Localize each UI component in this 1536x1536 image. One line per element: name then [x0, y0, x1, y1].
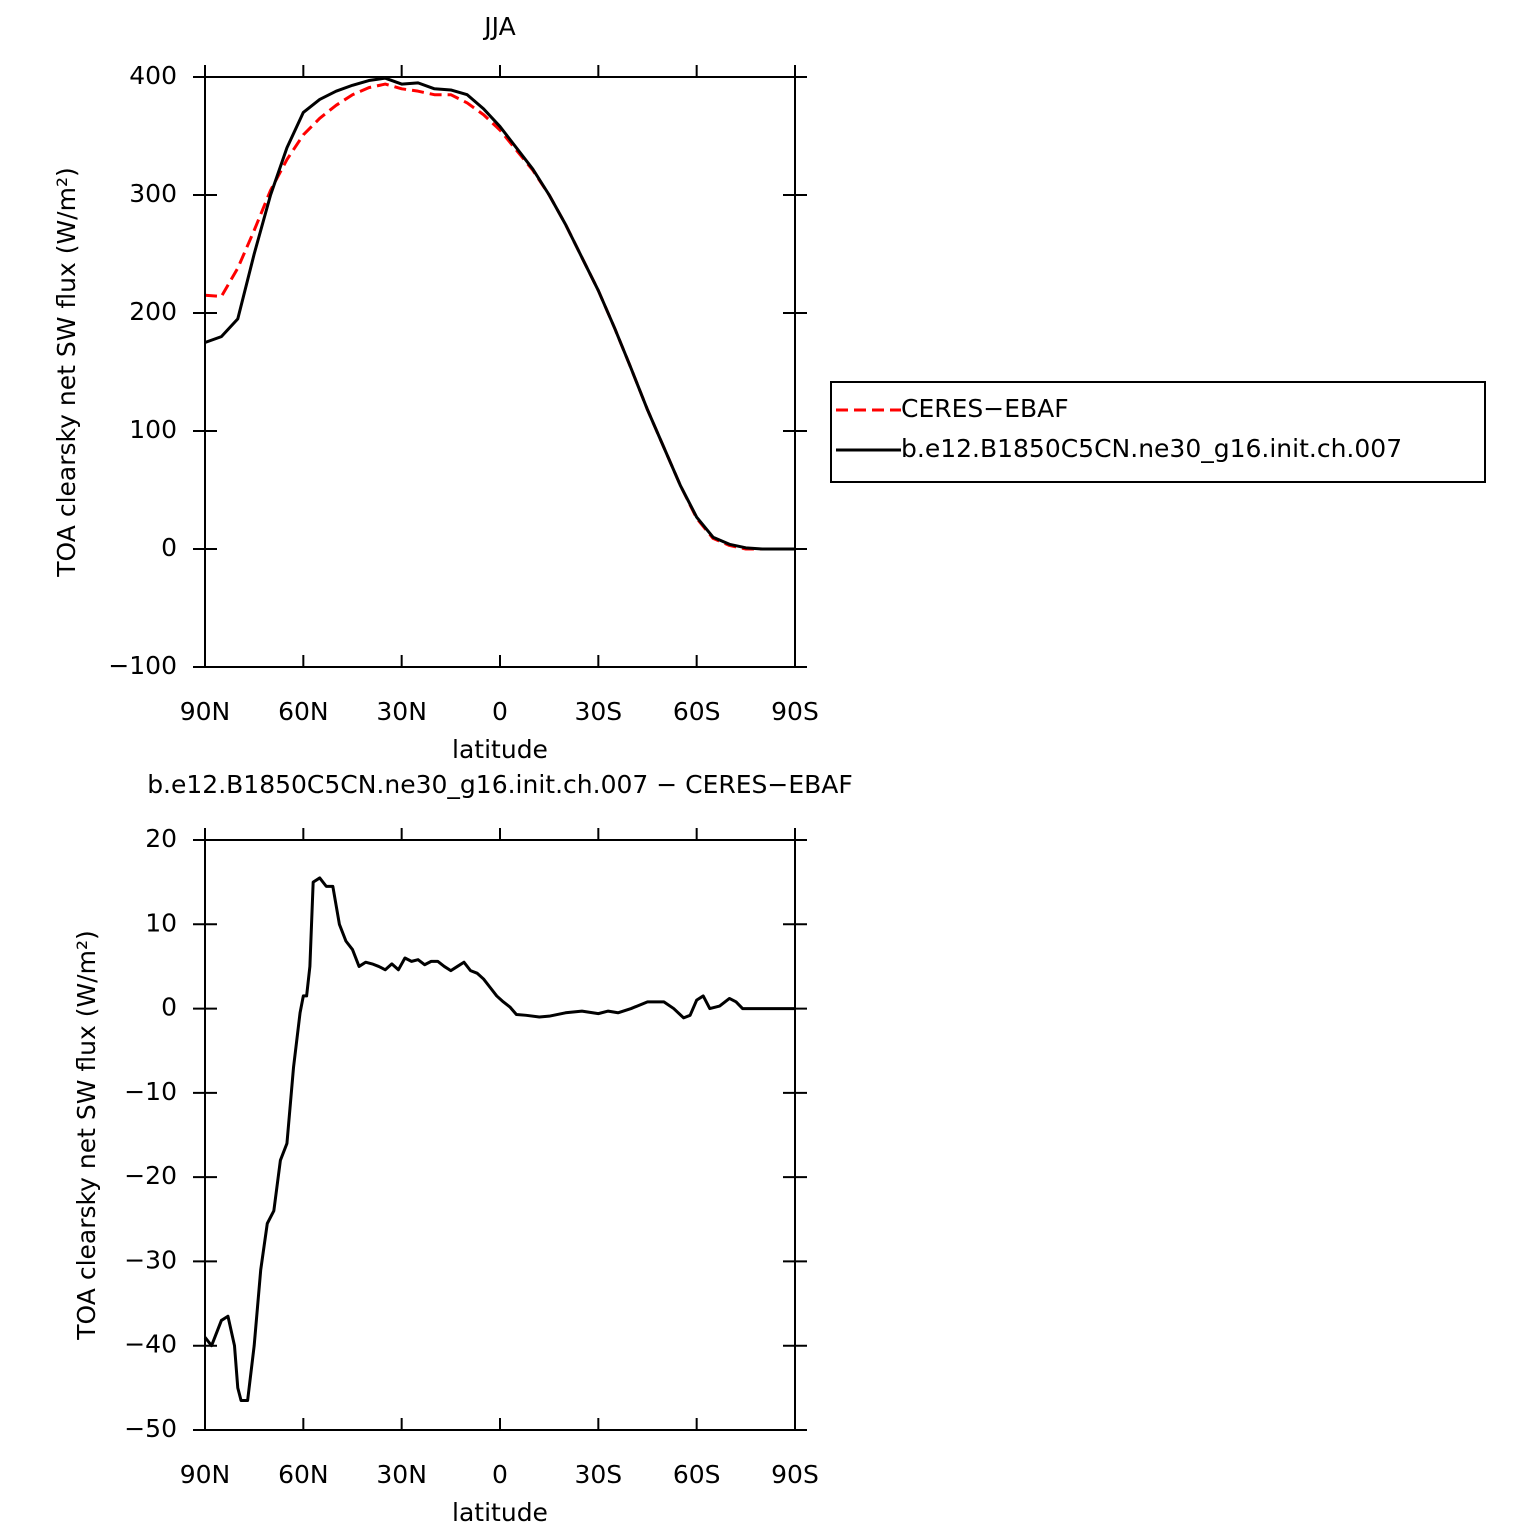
x-axis-label: latitude: [452, 735, 548, 764]
data-line: [204, 82, 795, 551]
y-tick-label: −20: [124, 1161, 177, 1190]
legend-label: CERES−EBAF: [901, 394, 1069, 423]
plot-frame: [204, 76, 796, 668]
y-tick-label: 100: [129, 415, 177, 444]
x-tick-label: 30N: [376, 697, 427, 726]
legend-label: b.e12.B1850C5CN.ne30_g16.init.ch.007: [901, 434, 1402, 463]
data-line: [203, 876, 795, 1402]
x-tick-label: 60S: [673, 697, 721, 726]
chart-title: b.e12.B1850C5CN.ne30_g16.init.ch.007 − C…: [147, 770, 853, 799]
y-tick-label: 0: [161, 993, 177, 1022]
x-tick-label: 90N: [180, 1460, 231, 1489]
y-tick-label: −10: [124, 1077, 177, 1106]
x-axis-label: latitude: [452, 1498, 548, 1527]
x-tick-label: 60N: [278, 1460, 329, 1489]
y-tick-label: 20: [145, 824, 177, 853]
x-tick-label: 90N: [180, 697, 231, 726]
data-line: [204, 76, 795, 551]
y-tick-label: −100: [108, 651, 177, 680]
x-tick-label: 90S: [771, 1460, 819, 1489]
chart-title: JJA: [482, 12, 515, 41]
y-tick-label: −30: [124, 1245, 177, 1274]
y-axis-label: TOA clearsky net SW flux (W/m²): [72, 930, 101, 1340]
x-tick-label: 30N: [376, 1460, 427, 1489]
y-tick-label: 0: [161, 533, 177, 562]
x-tick-label: 30S: [574, 1460, 622, 1489]
x-tick-label: 90S: [771, 697, 819, 726]
plot-frame: [204, 839, 796, 1431]
y-tick-label: 300: [129, 179, 177, 208]
y-tick-label: −50: [124, 1414, 177, 1443]
y-tick-label: 400: [129, 61, 177, 90]
x-tick-label: 60N: [278, 697, 329, 726]
legend-box: [830, 381, 1486, 483]
y-tick-label: 200: [129, 297, 177, 326]
y-tick-label: 10: [145, 908, 177, 937]
y-tick-label: −40: [124, 1330, 177, 1359]
x-tick-label: 0: [492, 1460, 508, 1489]
x-tick-label: 0: [492, 697, 508, 726]
y-axis-label: TOA clearsky net SW flux (W/m²): [52, 167, 81, 577]
x-tick-label: 60S: [673, 1460, 721, 1489]
x-tick-label: 30S: [574, 697, 622, 726]
